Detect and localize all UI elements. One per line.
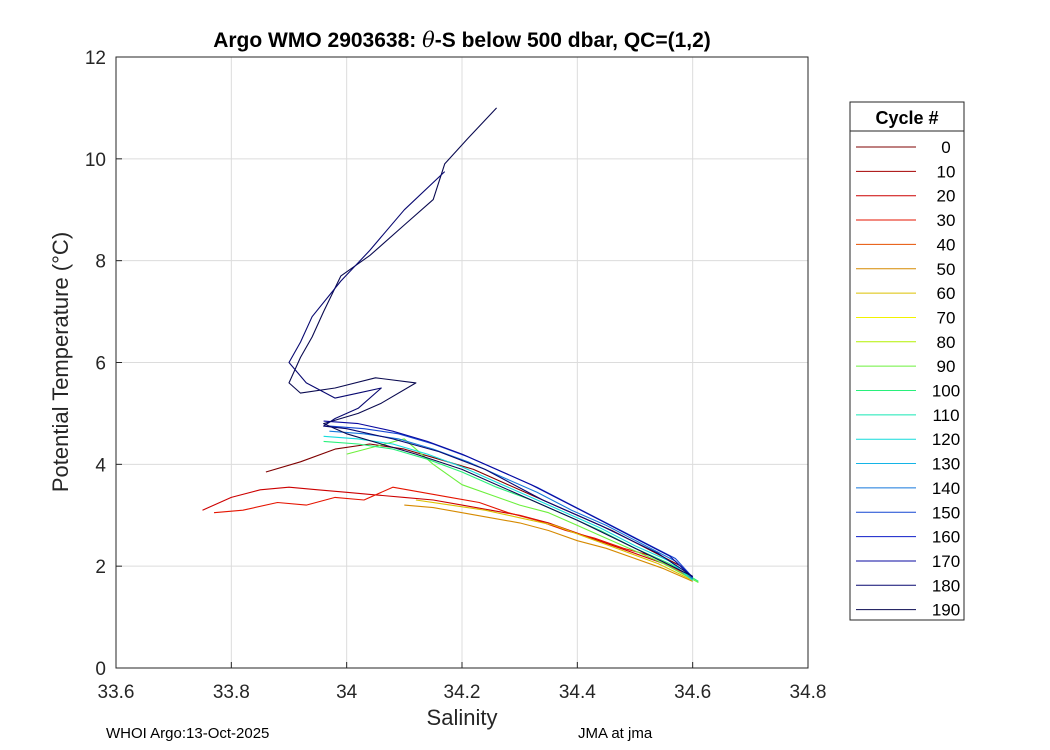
x-tick-label: 34.6 (674, 682, 711, 703)
legend-item: 170 (856, 552, 960, 571)
y-tick-label: 12 (85, 48, 106, 69)
legend-label: 120 (932, 430, 960, 449)
legend-item: 0 (856, 138, 951, 157)
legend-item: 190 (856, 601, 960, 620)
legend-items: 0 10 20 30 40 50 60 70 80 90 100 110 120 130 140 150 160… (856, 138, 960, 620)
series-line-late-cycles-upper-2 (288, 171, 694, 577)
legend-item: 180 (856, 576, 960, 595)
legend-label: 90 (937, 357, 956, 376)
legend-label: 150 (932, 503, 960, 522)
chart-title: Argo WMO 2903638: θ-S below 500 dbar, QC… (213, 28, 711, 52)
series-line-light-blue-cycles (329, 430, 694, 580)
series-line-early-cycles-red (202, 486, 693, 580)
legend-item: 30 (856, 211, 955, 230)
legend-item: 50 (856, 260, 955, 279)
y-tick-label: 10 (85, 150, 106, 171)
legend-item: 110 (856, 406, 960, 425)
x-tick-label: 34.8 (790, 682, 827, 703)
chart-title-prefix: Argo WMO 2903638: (213, 29, 422, 52)
y-tick-label: 6 (95, 354, 106, 375)
series-line-yellow-cycles (415, 499, 693, 581)
x-tick-label: 33.6 (98, 682, 135, 703)
series-line-red-variant (213, 486, 694, 580)
x-tick-label: 34 (336, 682, 358, 703)
series-line-cyan-cycles (323, 435, 694, 581)
legend-item: 130 (856, 455, 960, 474)
footer-agency: JMA at jma (578, 725, 653, 742)
legend-label: 80 (937, 333, 956, 352)
legend-label: 50 (937, 260, 956, 279)
x-tick-label: 33.8 (213, 682, 250, 703)
chart-title-suffix: -S below 500 dbar, QC=(1,2) (435, 29, 711, 52)
legend-label: 70 (937, 308, 956, 327)
legend-label: 180 (932, 576, 960, 595)
legend-item: 160 (856, 528, 960, 547)
series-line-orange-cycles (404, 504, 693, 582)
legend-label: 20 (937, 187, 956, 206)
legend-label: 0 (941, 138, 950, 157)
footer-source-date: WHOI Argo:13-Oct-2025 (106, 725, 270, 742)
y-tick-label: 4 (95, 455, 106, 476)
y-tick-label: 2 (95, 557, 106, 578)
series-line-green-cycles (346, 438, 699, 583)
legend-label: 110 (932, 406, 959, 425)
legend-item: 70 (856, 308, 955, 327)
legend-item: 40 (856, 235, 955, 254)
legend-item: 20 (856, 187, 955, 206)
legend-item: 80 (856, 333, 955, 352)
legend-label: 130 (932, 455, 960, 474)
legend-label: 160 (932, 528, 960, 547)
legend-item: 90 (856, 357, 955, 376)
legend-label: 190 (932, 601, 960, 620)
legend-label: 60 (937, 284, 956, 303)
x-axis-ticks: 33.6 33.8 34 34.2 34.4 34.6 34.8 (98, 662, 827, 703)
legend: Cycle # 0 10 20 30 40 50 60 70 80 90 100 110 120 130 1… (849, 101, 965, 621)
legend-item: 150 (856, 503, 960, 522)
legend-item: 10 (856, 162, 955, 181)
legend-item: 100 (856, 382, 960, 401)
legend-label: 40 (937, 235, 956, 254)
x-tick-label: 34.4 (559, 682, 596, 703)
x-axis-label: Salinity (427, 705, 498, 730)
chart-title-symbol: θ (422, 28, 435, 52)
legend-label: 100 (932, 382, 960, 401)
legend-label: 140 (932, 479, 960, 498)
y-axis-ticks: 0 2 4 6 8 10 12 (85, 48, 122, 680)
y-tick-label: 8 (95, 252, 106, 273)
legend-item: 60 (856, 284, 955, 303)
legend-label: 10 (937, 162, 956, 181)
y-tick-label: 0 (95, 659, 106, 680)
legend-item: 120 (856, 430, 960, 449)
legend-label: 170 (932, 552, 960, 571)
series-line-late-cycles-upper (288, 107, 693, 577)
legend-item: 140 (856, 479, 960, 498)
series-lines (202, 107, 699, 583)
legend-title: Cycle # (875, 108, 938, 128)
y-axis-label: Potential Temperature (°C) (48, 232, 73, 492)
legend-box (849, 101, 965, 621)
series-line-dark-blue-cycles (323, 420, 694, 578)
x-tick-label: 34.2 (444, 682, 481, 703)
legend-label: 30 (937, 211, 956, 230)
